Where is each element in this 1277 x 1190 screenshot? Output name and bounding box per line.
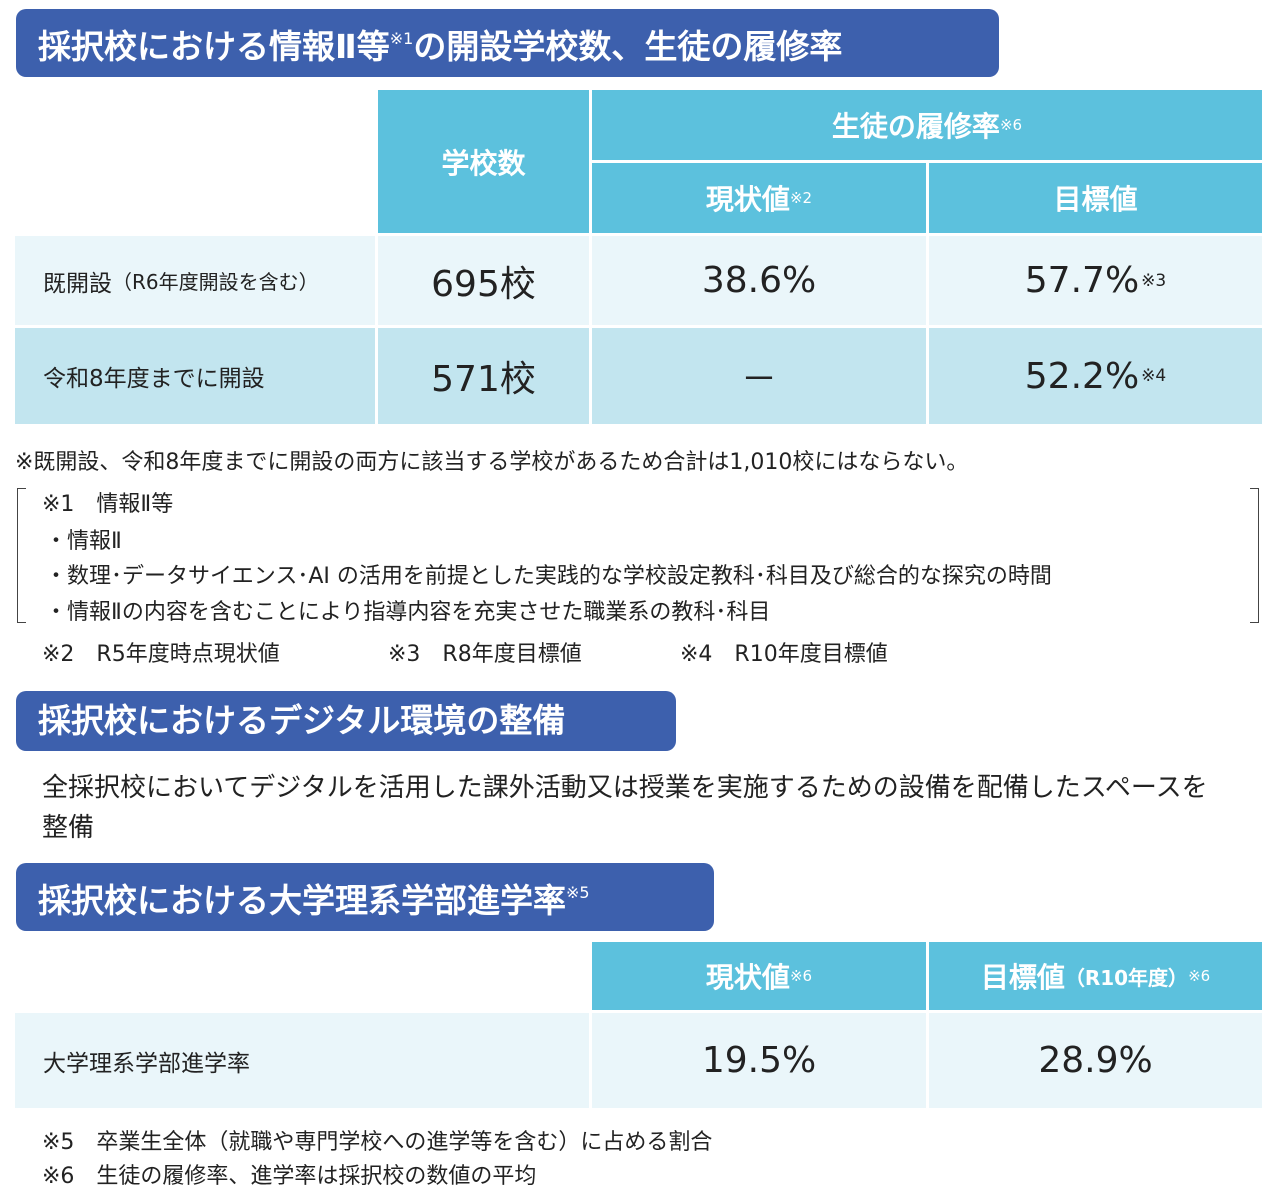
- row-science-label: 大学理系学部進学率: [15, 1013, 589, 1108]
- note5: ※5 卒業生全体（就職や専門学校への進学等を含む）に占める割合: [42, 1130, 713, 1155]
- header-current: 現状値 ※2: [592, 163, 926, 233]
- note1-item: ・情報Ⅱの内容を含むことにより指導内容を充実させた職業系の教科･科目: [45, 600, 771, 625]
- section3-title: 採択校における大学理系学部進学率※5: [16, 863, 714, 931]
- section2-title: 採択校におけるデジタル環境の整備: [16, 691, 676, 751]
- note1-item: ・数理･データサイエンス･AI の活用を前提とした実践的な学校設定教科･科目及び…: [45, 564, 1052, 589]
- row-existing-schools: 695校: [378, 236, 589, 325]
- header-target: 目標値: [929, 163, 1262, 233]
- note3: ※3 R8年度目標値: [388, 642, 582, 667]
- header-rate-target: 目標値 （R10年度） ※6: [929, 942, 1262, 1010]
- row-existing-label: 既開設 （R6年度開設を含む）: [15, 236, 375, 325]
- row-planned-target: 52.2% ※4: [929, 328, 1262, 424]
- note2: ※2 R5年度時点現状値: [42, 642, 280, 667]
- section2-body: 全採択校においてデジタルを活用した課外活動又は授業を実施するための設備を配備した…: [42, 773, 1208, 843]
- note4: ※4 R10年度目標値: [680, 642, 888, 667]
- header-rate-group: 生徒の履修率 ※6: [592, 90, 1262, 160]
- row-planned-label: 令和8年度までに開設: [15, 328, 375, 424]
- row-existing-current: 38.6%: [592, 236, 926, 325]
- row-planned-schools: 571校: [378, 328, 589, 424]
- note1-heading: ※1 情報Ⅱ等: [42, 492, 174, 517]
- section1-title: 採択校における情報Ⅱ等※1の開設学校数、生徒の履修率: [16, 9, 999, 77]
- row-science-current: 19.5%: [592, 1013, 926, 1108]
- note1-item: ・情報Ⅱ: [45, 529, 122, 554]
- header-rate-current: 現状値 ※6: [592, 942, 926, 1010]
- row-science-target: 28.9%: [929, 1013, 1262, 1108]
- row-existing-target: 57.7% ※3: [929, 236, 1262, 325]
- header-school-count: 学校数: [378, 90, 589, 233]
- row-planned-current: －: [592, 328, 926, 424]
- note6: ※6 生徒の履修率、進学率は採択校の数値の平均: [42, 1164, 537, 1189]
- note-total: ※既開設、令和8年度までに開設の両方に該当する学校があるため合計は1,010校に…: [15, 450, 969, 475]
- bracket-right: [1250, 488, 1259, 623]
- bracket-left: [17, 488, 26, 623]
